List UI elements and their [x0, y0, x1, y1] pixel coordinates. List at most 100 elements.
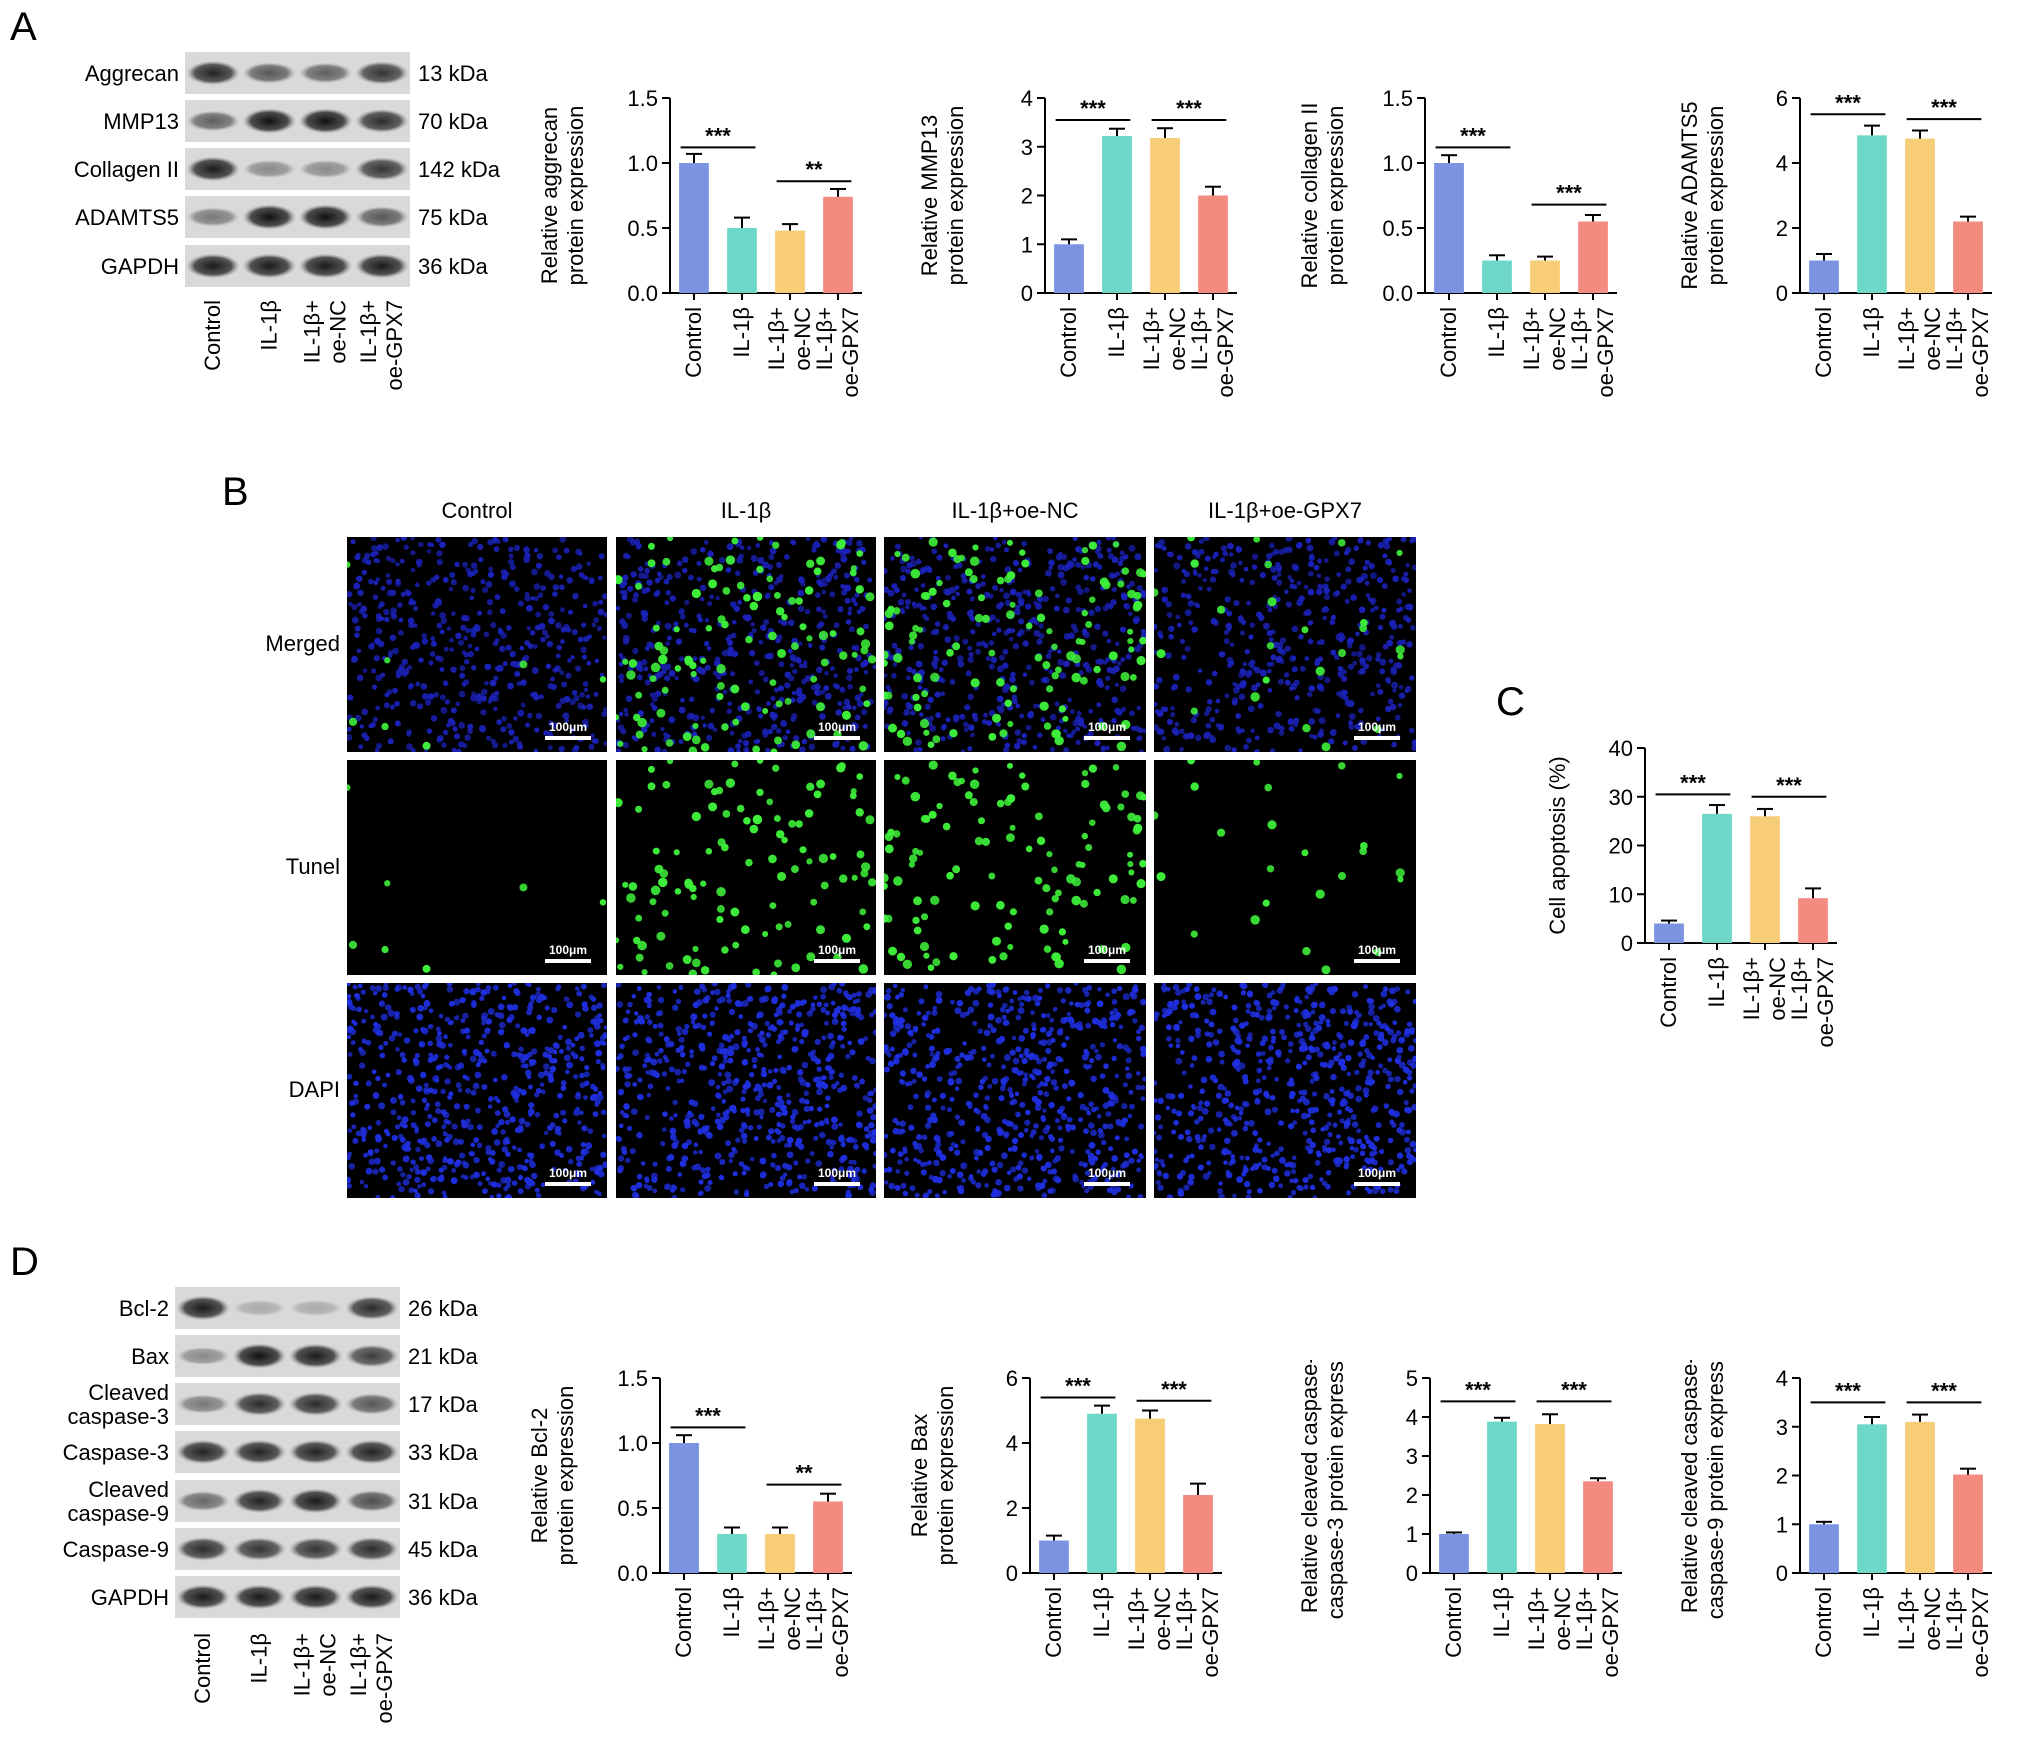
a3-ytick-label: 0.5 [1382, 216, 1413, 241]
blot-band [242, 204, 297, 230]
blot-band [176, 1295, 230, 1321]
microscopy-column-label: IL-1β [720, 498, 772, 523]
blot-lane-label: Control [190, 1633, 215, 1704]
a4-category-label-2: IL-1β+oe-NC [1894, 307, 1945, 371]
a3-sig-label-0: *** [1460, 123, 1486, 148]
panel-letter-d: D [10, 1240, 39, 1284]
d3-bar-0 [1439, 1534, 1469, 1573]
d3-bar-2 [1535, 1424, 1565, 1573]
blot-lane-label: IL-1β+oe-GPX7 [356, 300, 407, 391]
microscopy-image: 100μm [347, 537, 607, 752]
d4-category-label-1: IL-1β [1859, 1587, 1884, 1638]
blot-band [176, 1537, 230, 1561]
microscopy-row-label: Merged [265, 630, 340, 656]
d1-category-label-2: IL-1β+oe-NC [754, 1587, 805, 1651]
blot-band [186, 60, 240, 86]
d4-bar-0 [1809, 1524, 1839, 1573]
blot-band [355, 206, 409, 228]
d2-ytick-label: 4 [1006, 1431, 1018, 1456]
blot-band [232, 1299, 287, 1317]
blot-band-label: Caspase-9 [63, 1537, 169, 1562]
a4-ytick-label: 2 [1776, 216, 1788, 241]
d3-ylabel: Relative cleaved caspase-3/caspase-3 pro… [1300, 1360, 1348, 1619]
blot-band-label: Bcl-2 [119, 1296, 169, 1321]
a3-bar-0 [1434, 163, 1464, 293]
d3-ytick-label: 5 [1406, 1366, 1418, 1391]
blot-band [355, 61, 409, 85]
a1-ytick-label: 0.5 [627, 216, 658, 241]
d4-ytick-label: 2 [1776, 1464, 1788, 1489]
blot-band [288, 1343, 343, 1369]
a1-ylabel: Relative aggrecanprotein expression [540, 106, 588, 286]
d1-category-label-1: IL-1β [719, 1587, 744, 1638]
blot-kda-label: 36 kDa [408, 1585, 478, 1610]
blot-band [355, 253, 409, 279]
blot-kda-label: 45 kDa [408, 1537, 478, 1562]
a4-bar-1 [1857, 135, 1887, 293]
microscopy-image: 100μm [347, 983, 607, 1198]
a1-ytick-label: 1.0 [627, 151, 658, 176]
blot-kda-label: 142 kDa [418, 157, 501, 182]
blot-band-label: Collagen II [74, 157, 179, 182]
c-plot: Cell apoptosis (%) 0 10 20 30 40 Control IL-1β I… [1545, 736, 1838, 1048]
d2-ytick-label: 0 [1006, 1561, 1018, 1586]
blot-kda-label: 75 kDa [418, 205, 488, 230]
blot-lane-label: Control [200, 300, 225, 371]
d1-ytick-label: 0.0 [617, 1561, 648, 1586]
blot-band [298, 62, 353, 84]
c-bar-0 [1654, 923, 1684, 943]
a1-category-label-2: IL-1β+oe-NC [764, 307, 815, 371]
blot-band-label: Bax [131, 1344, 169, 1369]
blot-lane-label: IL-1β [246, 1633, 271, 1684]
a4-ytick-label: 4 [1776, 151, 1788, 176]
d2-category-label-1: IL-1β [1089, 1587, 1114, 1638]
panel-letter-b: B [222, 470, 249, 514]
d4-ytick-label: 4 [1776, 1366, 1788, 1391]
d1-ytick-label: 1.0 [617, 1431, 648, 1456]
d3-sig-label-0: *** [1465, 1377, 1491, 1402]
scale-bar-label: 100μm [549, 720, 587, 734]
scale-bar-label: 100μm [1088, 943, 1126, 957]
d3-ytick-label: 4 [1406, 1405, 1418, 1430]
blot-band [298, 108, 353, 134]
a2-bar-1 [1102, 136, 1132, 293]
a4-sig-label-1: *** [1931, 95, 1957, 120]
microscopy-image: 100μm [616, 983, 876, 1198]
microscopy-image: 100μm [616, 537, 876, 752]
a2-ytick-label: 0 [1021, 281, 1033, 306]
microscopy-image: 100μm [347, 760, 607, 975]
a3-category-label-0: Control [1436, 307, 1461, 378]
d4-category-label-0: Control [1811, 1587, 1836, 1658]
blot-band-label: GAPDH [91, 1585, 169, 1610]
blot-band-label: GAPDH [101, 254, 179, 279]
chart-bax: Relative Baxprotein expression 0 2 4 6 Contro… [910, 1366, 1223, 1678]
c-category-label-3: IL-1β+oe-GPX7 [1787, 957, 1838, 1048]
d4-ytick-label: 0 [1776, 1561, 1788, 1586]
blot-band [345, 1439, 399, 1465]
d4-sig-label-1: *** [1931, 1378, 1957, 1403]
c-ytick-label: 30 [1609, 785, 1633, 810]
d2-category-label-2: IL-1β+oe-NC [1124, 1587, 1175, 1651]
a2-bar-3 [1198, 195, 1228, 293]
panel-letter-c: C [1496, 680, 1525, 724]
blot-band-label: Aggrecan [85, 61, 179, 86]
chart-aggrecan: Relative aggrecanprotein expression 0.0 0.… [540, 86, 863, 398]
a1-bar-2 [775, 230, 805, 293]
blot-band-label: Cleaved caspase-9 [67, 1477, 169, 1526]
blot-kda-label: 26 kDa [408, 1296, 478, 1321]
blot-lane-label: IL-1β+oe-NC [290, 1633, 341, 1697]
a4-bar-0 [1809, 260, 1839, 293]
blot-band [176, 1584, 230, 1610]
chart-adamts5: Relative ADAMTS5protein expression 0 2 4 6 Co… [1680, 86, 1993, 398]
d2-sig-label-0: *** [1065, 1374, 1091, 1399]
a2-category-label-3: IL-1β+oe-GPX7 [1187, 307, 1238, 398]
d2-category-label-3: IL-1β+oe-GPX7 [1172, 1587, 1223, 1678]
d1-category-label-0: Control [671, 1587, 696, 1658]
a4-sig-label-0: *** [1835, 90, 1861, 115]
microscopy-image: 100μm [616, 760, 876, 975]
d3-ytick-label: 3 [1406, 1444, 1418, 1469]
blot-band [345, 1537, 399, 1561]
a1-bar-3 [823, 196, 853, 293]
a2-plot: Relative MMP13protein expression 0 1 2 3 4 Con… [920, 86, 1238, 398]
c-bar-2 [1750, 816, 1780, 943]
